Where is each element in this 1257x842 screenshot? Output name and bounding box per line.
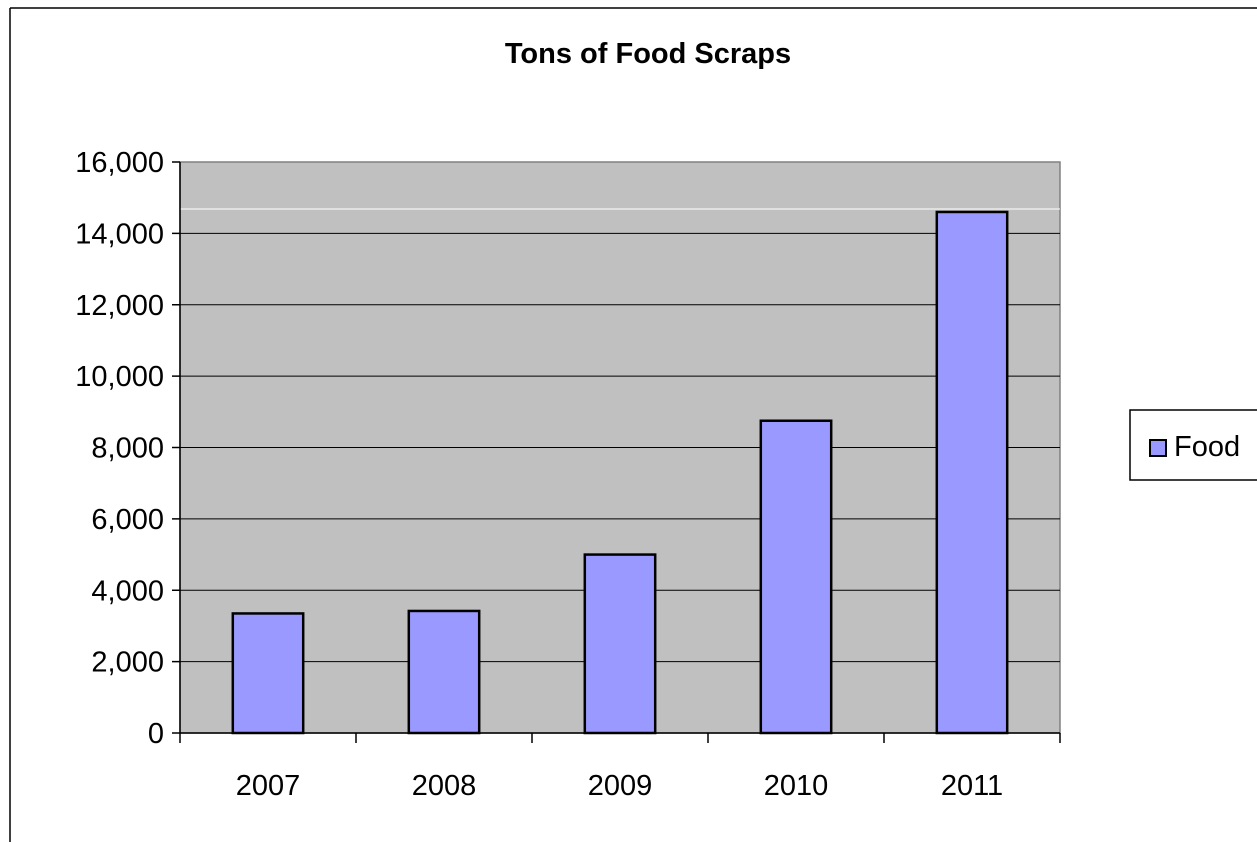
legend-swatch <box>1149 439 1167 457</box>
bar-2011 <box>935 210 1009 735</box>
y-tick-label: 2,000 <box>91 647 164 679</box>
x-tick-label: 2008 <box>412 770 477 802</box>
bar-2009 <box>583 553 657 735</box>
y-tick-label: 10,000 <box>75 361 164 393</box>
x-tick-label: 2007 <box>236 770 301 802</box>
y-tick-label: 0 <box>148 718 164 750</box>
y-tick-label: 4,000 <box>91 575 164 607</box>
legend: Food <box>1129 409 1257 481</box>
y-tick-label: 12,000 <box>75 290 164 322</box>
x-tick-label: 2009 <box>588 770 653 802</box>
y-tick-label: 6,000 <box>91 504 164 536</box>
bar-2010 <box>759 419 833 735</box>
y-tick-label: 8,000 <box>91 433 164 465</box>
x-tick-label: 2010 <box>764 770 829 802</box>
y-tick-label: 14,000 <box>75 218 164 250</box>
bar-2008 <box>407 609 481 735</box>
y-tick-label: 16,000 <box>75 147 164 179</box>
plot-area: 0 2,000 4,000 6,000 8,000 10,000 12,000 14,000 1… <box>75 147 1061 802</box>
x-tick-label: 2011 <box>941 770 1003 802</box>
bar-2007 <box>231 612 305 735</box>
chart-title: Tons of Food Scraps <box>505 38 791 70</box>
legend-label: Food <box>1174 431 1240 463</box>
